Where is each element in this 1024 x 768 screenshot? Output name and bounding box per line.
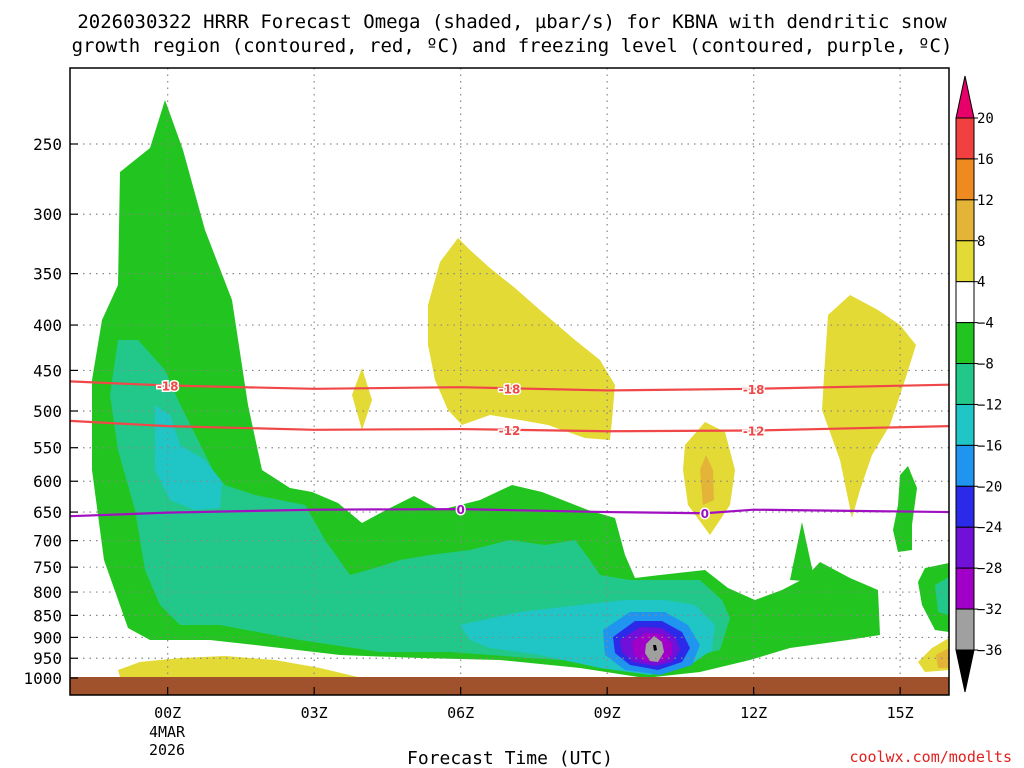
x-axis: 00Z 03Z 06Z 09Z 12Z 15Z (154, 687, 914, 722)
y-tick-label: 1000 (23, 669, 62, 688)
colorbar-segment (955, 281, 975, 324)
x-tick-label: 12Z (740, 704, 767, 722)
credit-link[interactable]: coolwx.com/modelts (849, 748, 1012, 766)
contour-label: 0 (456, 503, 464, 517)
y-tick-label: 500 (33, 402, 62, 421)
colorbar-segment (955, 117, 975, 160)
x-tick-label: 09Z (594, 704, 621, 722)
colorbar-segment (955, 403, 975, 446)
ground-strip (70, 677, 949, 695)
y-tick-label: 700 (33, 532, 62, 551)
contour-line (70, 507, 949, 518)
y-tick-label: 900 (33, 628, 62, 647)
colorbar-segment (955, 526, 975, 569)
contour-label: -12 (743, 425, 765, 439)
x-date-line1: 4MAR (149, 723, 186, 741)
colorbar-label: −8 (977, 357, 994, 373)
contour-label: -12 (499, 424, 521, 438)
contour-label: 0 (701, 507, 709, 521)
y-tick-label: 250 (33, 135, 62, 154)
y-tick-label: 800 (33, 583, 62, 602)
colorbar-label: 4 (977, 275, 985, 291)
y-tick-label: 400 (33, 316, 62, 335)
colorbar-segment (955, 444, 975, 487)
y-tick-label: 450 (33, 361, 62, 380)
colorbar-label: 16 (977, 152, 994, 168)
x-axis-label: Forecast Time (UTC) (407, 748, 613, 768)
colorbar-label: −12 (977, 397, 1002, 413)
colorbar-label: 20 (977, 111, 994, 127)
omega-region-green-edge (918, 563, 949, 632)
colorbar-bottom-arrow (955, 649, 975, 693)
y-tick-label: 850 (33, 606, 62, 625)
omega-region-cyan-upper (155, 405, 222, 510)
colorbar-segment (955, 240, 975, 283)
contour-line (70, 419, 949, 433)
omega-region-teal (110, 340, 730, 665)
colorbar-label: 12 (977, 193, 994, 209)
x-tick-label: 15Z (887, 704, 914, 722)
x-tick-label: 00Z (154, 704, 181, 722)
y-axis: 250 300 350 400 450 500 550 600 650 700 750 800 850 9… (23, 135, 78, 688)
colorbar-segment (955, 158, 975, 201)
omega-region-teal-edge (935, 577, 949, 615)
contour-label: -18 (157, 380, 179, 394)
grid-lines (70, 68, 949, 695)
colorbar-top-arrow (955, 75, 975, 119)
omega-region-yellow-sfc (118, 656, 362, 678)
x-tick-label: 03Z (301, 704, 328, 722)
x-tick-label: 06Z (447, 704, 474, 722)
colorbar-segment (955, 363, 975, 405)
chart-title-line1: 2026030322 HRRR Forecast Omega (shaded, … (77, 11, 947, 33)
chart-title-line2: growth region (contoured, red, ºC) and f… (72, 35, 953, 57)
colorbar-segment (955, 322, 975, 365)
colorbar-label: −16 (977, 438, 1002, 454)
omega-region-orange (700, 455, 714, 505)
contour-lines: -18 -18 -18 -12 -12 0 0 (70, 378, 949, 523)
colorbar-label: −20 (977, 479, 1002, 495)
y-tick-label: 950 (33, 649, 62, 668)
colorbar-label: −4 (977, 316, 994, 332)
colorbar-segment (955, 567, 975, 610)
colorbar-label: −32 (977, 602, 1002, 618)
omega-region-yellow-04z (352, 368, 372, 430)
y-tick-label: 750 (33, 558, 62, 577)
colorbar-label: 8 (977, 234, 985, 250)
colorbar-label: −36 (977, 643, 1002, 659)
colorbar-segment (955, 485, 975, 528)
colorbar-segment (955, 199, 975, 242)
colorbar-label: −28 (977, 561, 1002, 577)
contour-label: -18 (743, 383, 765, 397)
omega-region-green-spike (790, 522, 815, 582)
omega-region-orange-edge (936, 648, 949, 668)
colorbar: 20 16 12 8 4 −4 −8 −12 −16 −20 −24 −28 −32 −36 (955, 75, 1002, 693)
contour-label: -18 (499, 382, 521, 396)
omega-region-yellow-14z (822, 295, 916, 518)
y-tick-label: 300 (33, 205, 62, 224)
colorbar-segment (955, 608, 975, 651)
y-tick-label: 650 (33, 503, 62, 522)
y-tick-label: 600 (33, 472, 62, 491)
x-date-line2: 2026 (149, 741, 185, 759)
y-tick-label: 550 (33, 439, 62, 458)
colorbar-label: −24 (977, 520, 1002, 536)
contour-line (70, 380, 949, 392)
omega-region-black (653, 645, 657, 651)
plot-frame (69, 67, 950, 696)
omega-region-green-15z (893, 466, 917, 552)
y-tick-label: 350 (33, 265, 62, 284)
